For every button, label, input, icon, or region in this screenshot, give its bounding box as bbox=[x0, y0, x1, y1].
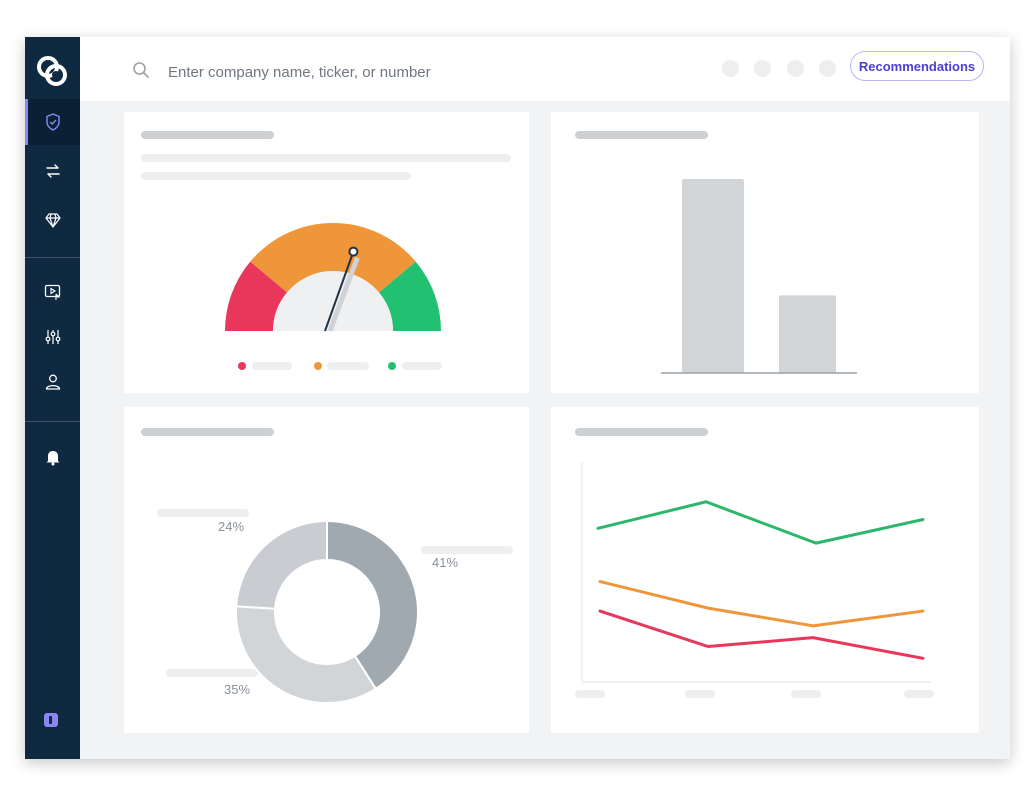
diamond-icon bbox=[44, 213, 61, 228]
gauge-segment bbox=[225, 261, 288, 331]
user-icon bbox=[45, 374, 60, 390]
slice-percent-label: 35% bbox=[224, 682, 250, 697]
x-tick-placeholder bbox=[685, 690, 715, 698]
sliders-icon bbox=[45, 330, 60, 344]
line-series bbox=[598, 580, 925, 628]
gauge-needle bbox=[324, 251, 355, 332]
donut-chart-card: 41% 35% 24% bbox=[124, 407, 529, 733]
search-icon bbox=[133, 62, 149, 78]
sidebar-item-profile[interactable] bbox=[25, 359, 80, 405]
recommendations-button[interactable]: Recommendations bbox=[850, 51, 984, 81]
card-title-placeholder bbox=[575, 131, 708, 139]
slice-label-placeholder bbox=[166, 669, 258, 677]
bar bbox=[682, 179, 744, 373]
shield-icon bbox=[45, 113, 60, 131]
legend-dot bbox=[238, 362, 246, 370]
donut-slice bbox=[235, 519, 328, 610]
donut-slice bbox=[326, 519, 419, 691]
gauge-face bbox=[273, 271, 393, 331]
legend-label-placeholder bbox=[252, 362, 292, 370]
line-chart-card bbox=[551, 407, 979, 733]
sidebar-item-filters[interactable] bbox=[25, 314, 80, 360]
header-action-dot[interactable] bbox=[722, 60, 739, 77]
donut-slice bbox=[235, 605, 378, 704]
slice-percent-label: 41% bbox=[432, 555, 458, 570]
slice-label-placeholder bbox=[157, 509, 249, 517]
video-play-icon bbox=[44, 284, 60, 300]
card-title-placeholder bbox=[141, 428, 274, 436]
legend-label-placeholder bbox=[327, 362, 369, 370]
legend-dot bbox=[314, 362, 322, 370]
bell-icon bbox=[46, 451, 59, 466]
search-input[interactable] bbox=[166, 57, 590, 87]
sidebar-item-videos[interactable] bbox=[25, 269, 80, 315]
sidebar-item-premium[interactable] bbox=[25, 197, 80, 243]
sidebar-divider bbox=[25, 421, 80, 422]
text-line-placeholder bbox=[141, 172, 411, 180]
bar-chart-card bbox=[551, 112, 979, 393]
gauge-segment bbox=[250, 222, 416, 293]
header-action-dot[interactable] bbox=[787, 60, 804, 77]
top-header: Recommendations bbox=[80, 37, 1010, 101]
x-tick-placeholder bbox=[904, 690, 934, 698]
legend-dot bbox=[388, 362, 396, 370]
text-line-placeholder bbox=[141, 154, 511, 162]
sidebar-item-notifications[interactable] bbox=[25, 434, 80, 480]
account-switcher-icon[interactable] bbox=[44, 713, 58, 727]
x-tick-placeholder bbox=[791, 690, 821, 698]
slice-percent-label: 24% bbox=[218, 519, 244, 534]
donut-chart: 41% 35% 24% bbox=[218, 519, 458, 704]
gauge-needle-shadow bbox=[327, 256, 360, 332]
sidebar-item-security[interactable] bbox=[25, 99, 80, 145]
legend-label-placeholder bbox=[402, 362, 442, 370]
bar-chart bbox=[661, 179, 857, 374]
header-action-dot[interactable] bbox=[754, 60, 771, 77]
sidebar-divider bbox=[25, 257, 80, 258]
gauge-needle-tip bbox=[348, 246, 359, 257]
line-series bbox=[598, 609, 925, 660]
sidebar-item-transfers[interactable] bbox=[25, 148, 80, 194]
header-action-dot[interactable] bbox=[819, 60, 836, 77]
sidebar bbox=[25, 37, 80, 759]
line-chart bbox=[581, 462, 931, 683]
card-title-placeholder bbox=[141, 131, 274, 139]
app-window: Recommendations 41% 35% 24% bbox=[25, 37, 1010, 759]
transfer-arrows-icon bbox=[45, 164, 60, 178]
gauge-segment bbox=[378, 261, 441, 331]
gauge-card bbox=[124, 112, 529, 393]
slice-label-placeholder bbox=[421, 546, 513, 554]
gauge-chart bbox=[225, 222, 441, 370]
line-series bbox=[596, 500, 925, 545]
app-logo-icon[interactable] bbox=[34, 53, 70, 89]
x-tick-placeholder bbox=[575, 690, 605, 698]
bar bbox=[779, 295, 836, 373]
card-title-placeholder bbox=[575, 428, 708, 436]
